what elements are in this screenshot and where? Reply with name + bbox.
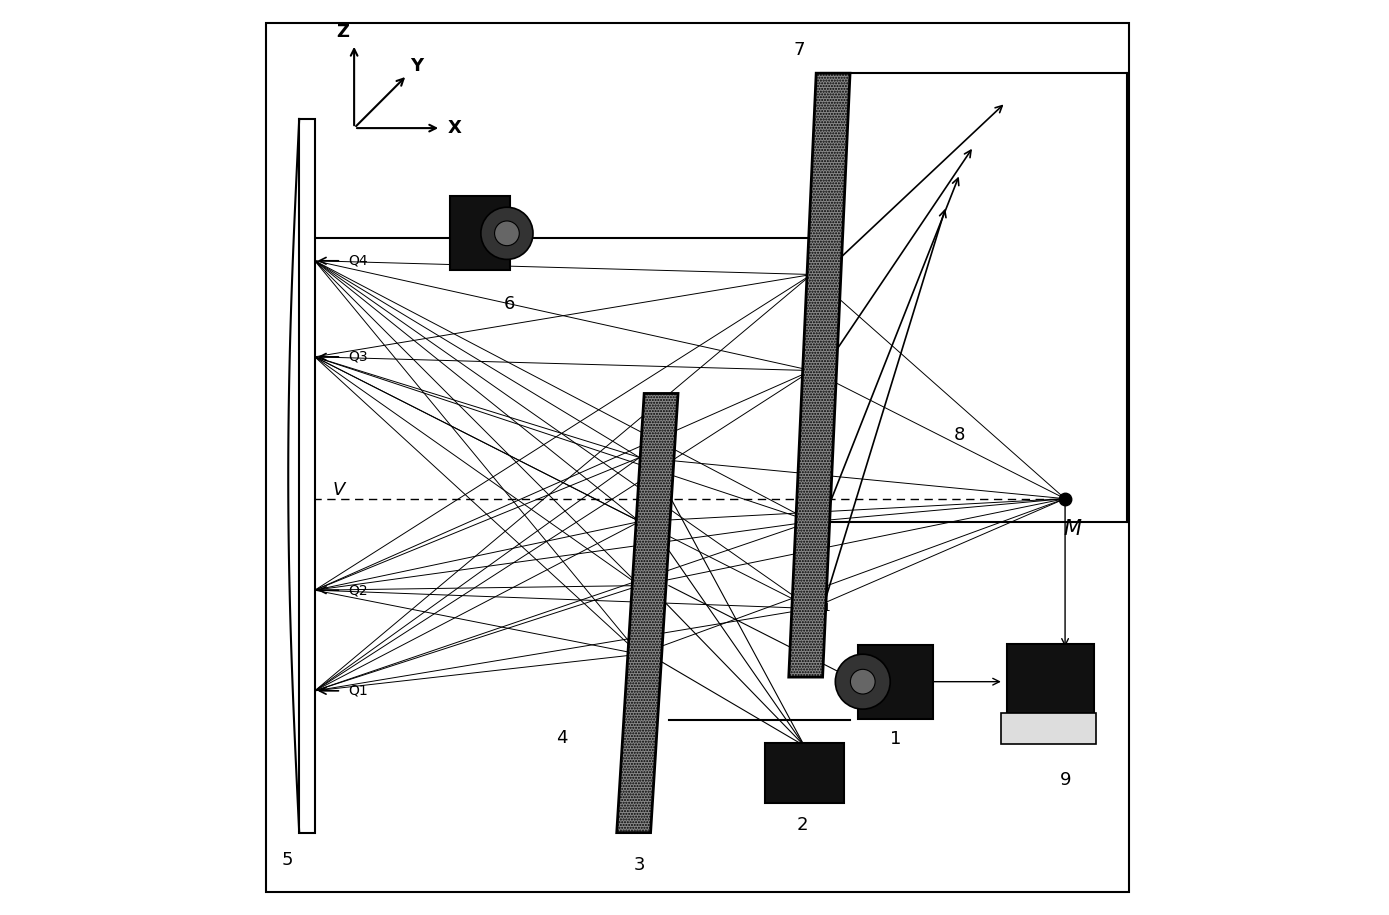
Text: $M$: $M$ (1063, 519, 1082, 539)
Text: B1: B1 (817, 604, 832, 613)
Text: 7: 7 (793, 41, 804, 59)
Text: 1: 1 (890, 730, 901, 748)
Circle shape (481, 208, 533, 260)
Text: Q2: Q2 (349, 583, 368, 597)
Text: 6: 6 (504, 295, 515, 313)
Text: 9: 9 (1060, 771, 1072, 790)
Text: 3: 3 (633, 856, 646, 874)
Text: 4: 4 (556, 729, 568, 748)
Text: A1: A1 (643, 650, 658, 659)
Circle shape (835, 654, 890, 709)
Text: B2: B2 (817, 517, 832, 526)
Text: Q3: Q3 (349, 350, 368, 364)
Text: A3: A3 (643, 517, 658, 526)
Text: B4: B4 (817, 270, 832, 279)
Text: Y: Y (410, 57, 422, 75)
Text: $V$: $V$ (332, 480, 347, 499)
Text: X: X (447, 119, 461, 137)
FancyBboxPatch shape (1007, 644, 1095, 717)
Text: A4: A4 (643, 453, 658, 462)
FancyBboxPatch shape (765, 743, 843, 803)
Text: A2: A2 (643, 581, 658, 590)
Text: 5: 5 (282, 851, 293, 869)
FancyBboxPatch shape (1001, 713, 1096, 744)
Circle shape (494, 221, 519, 245)
Text: 8: 8 (954, 425, 965, 444)
Text: Q1: Q1 (349, 684, 368, 698)
Circle shape (850, 670, 875, 694)
FancyBboxPatch shape (858, 644, 933, 719)
Text: 2: 2 (797, 816, 808, 834)
Polygon shape (299, 119, 315, 833)
Polygon shape (789, 73, 850, 677)
FancyBboxPatch shape (450, 197, 510, 271)
Text: Q4: Q4 (349, 253, 368, 268)
Text: Z: Z (336, 23, 350, 41)
Polygon shape (617, 393, 678, 833)
Text: B3: B3 (817, 366, 832, 375)
